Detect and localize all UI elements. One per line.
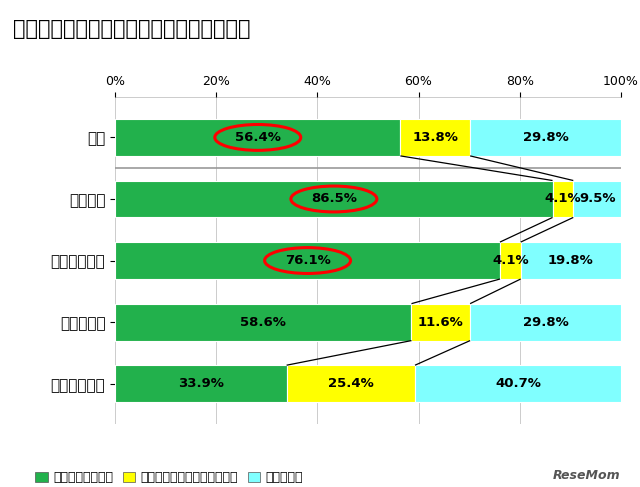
Text: 4.1%: 4.1% <box>545 192 581 206</box>
Bar <box>115 119 401 156</box>
Bar <box>412 303 470 340</box>
Bar <box>115 365 287 402</box>
Bar <box>552 181 573 218</box>
Text: 86.5%: 86.5% <box>311 192 357 206</box>
Legend: 自分は選挙に行く, 自分は選挙にたぶん行かない, わからない: 自分は選挙に行く, 自分は選挙にたぶん行かない, わからない <box>31 466 308 487</box>
Bar <box>115 242 500 279</box>
Text: 19.8%: 19.8% <box>548 254 594 267</box>
Bar <box>470 119 621 156</box>
Text: 29.8%: 29.8% <box>523 316 568 329</box>
Text: ReseMom: ReseMom <box>553 469 621 482</box>
Text: 4.1%: 4.1% <box>492 254 529 267</box>
Bar <box>500 242 521 279</box>
Text: 25.4%: 25.4% <box>328 377 374 390</box>
Text: ２．家庭内での政治に関する話題との関連: ２．家庭内での政治に関する話題との関連 <box>13 19 250 39</box>
Bar <box>573 181 621 218</box>
Bar <box>287 365 415 402</box>
Text: 58.6%: 58.6% <box>241 316 286 329</box>
Bar <box>115 303 412 340</box>
Text: 11.6%: 11.6% <box>418 316 464 329</box>
Text: 76.1%: 76.1% <box>285 254 330 267</box>
Text: 56.4%: 56.4% <box>235 131 281 144</box>
Text: 9.5%: 9.5% <box>579 192 616 206</box>
Text: 33.9%: 33.9% <box>178 377 224 390</box>
Text: 29.8%: 29.8% <box>523 131 568 144</box>
Bar <box>115 181 552 218</box>
Bar <box>415 365 621 402</box>
Bar <box>470 303 621 340</box>
Text: 13.8%: 13.8% <box>412 131 458 144</box>
Bar <box>401 119 470 156</box>
Text: 40.7%: 40.7% <box>495 377 541 390</box>
Bar <box>521 242 621 279</box>
